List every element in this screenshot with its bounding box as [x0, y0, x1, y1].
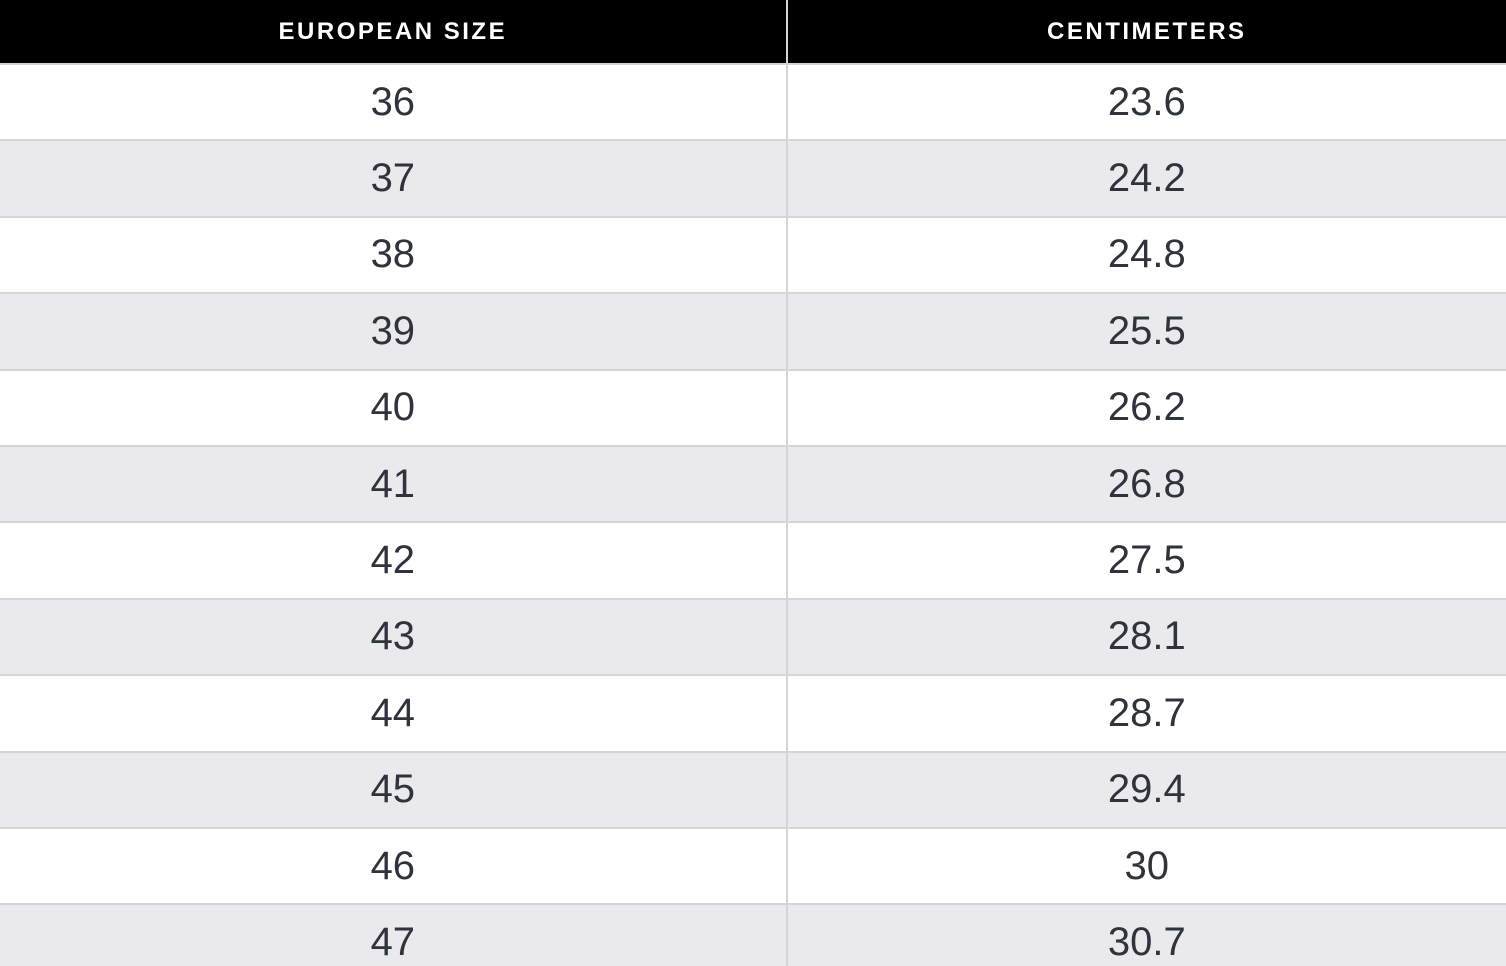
eu-size-cell: 44 [0, 676, 788, 751]
eu-size-cell: 46 [0, 828, 788, 904]
eu-size-cell: 43 [0, 599, 788, 675]
table-row: 43 28.1 [0, 597, 1506, 675]
table-row: 46 30 [0, 826, 1506, 904]
table-row: 37 24.2 [0, 139, 1506, 216]
cm-value-cell: 24.8 [1107, 232, 1186, 277]
table-row: 41 26.8 [0, 444, 1506, 522]
eu-size-cell: 45 [0, 752, 788, 827]
cm-value-cell: 27.5 [1107, 538, 1186, 583]
cm-value-cell: 23.6 [1107, 79, 1186, 124]
eu-size-cell: 47 [0, 905, 788, 966]
column-header-european-size: EUROPEAN SIZE [0, 0, 788, 63]
cm-value-cell: 25.5 [1107, 308, 1186, 353]
table-row: 44 28.7 [0, 674, 1506, 751]
table-row: 38 24.8 [0, 215, 1506, 293]
eu-size-cell: 42 [0, 523, 788, 598]
eu-size-cell: 38 [0, 217, 788, 293]
cm-value-cell: 29.4 [1107, 767, 1186, 812]
eu-size-cell: 41 [0, 446, 788, 522]
cm-value-cell: 26.2 [1107, 385, 1186, 430]
table-row: 36 23.6 [0, 63, 1506, 140]
table-row: 42 27.5 [0, 521, 1506, 598]
table-row: 40 26.2 [0, 368, 1506, 445]
cm-value-cell: 30.7 [1107, 919, 1186, 964]
table-row: 39 25.5 [0, 292, 1506, 369]
cm-value-cell: 26.8 [1107, 461, 1186, 506]
table-row: 45 29.4 [0, 750, 1506, 827]
cm-value-cell: 24.2 [1107, 156, 1186, 201]
cm-value-cell: 30 [1124, 843, 1170, 888]
table-body: 36 23.6 37 24.2 38 24.8 39 25.5 40 26.2 41 26.8 42 27… [0, 63, 1506, 966]
eu-size-cell: 40 [0, 370, 788, 445]
eu-size-cell: 36 [0, 65, 788, 140]
column-header-centimeters: CENTIMETERS [1047, 17, 1247, 45]
table-row: 47 30.7 [0, 903, 1506, 966]
cm-value-cell: 28.1 [1107, 614, 1186, 659]
eu-size-cell: 39 [0, 294, 788, 369]
eu-size-cell: 37 [0, 141, 788, 216]
cm-value-cell: 28.7 [1107, 690, 1186, 735]
table-header-row: EUROPEAN SIZE CENTIMETERS [0, 0, 1506, 63]
